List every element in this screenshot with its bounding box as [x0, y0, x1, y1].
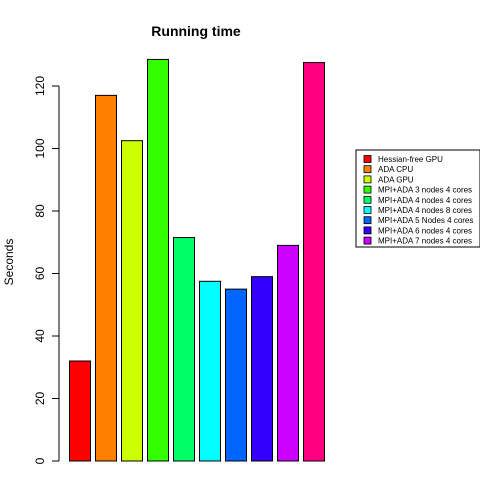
- bar: [199, 280, 221, 462]
- chart-title: Running time: [151, 23, 241, 39]
- bar: [121, 140, 143, 462]
- y-tick-label: 80: [33, 204, 47, 218]
- bar: [95, 94, 117, 462]
- legend-swatch: [363, 216, 372, 225]
- y-tick-label: 20: [33, 392, 47, 406]
- bar: [147, 58, 169, 462]
- legend-label: MPI+ADA 5 Nodes 4 cores: [378, 216, 473, 225]
- legend-swatch: [363, 155, 372, 163]
- y-tick-label: 0: [33, 457, 47, 464]
- bar: [303, 62, 325, 462]
- y-axis-label: Seconds: [2, 239, 16, 286]
- legend-swatch: [363, 195, 372, 204]
- y-axis: 0 20 40 60 80 100 120: [33, 76, 60, 464]
- legend-swatch: [363, 226, 372, 235]
- bars: [69, 58, 325, 462]
- bar: [225, 288, 247, 462]
- y-tick-label: 120: [33, 76, 47, 96]
- legend-label: MPI+ADA 3 nodes 4 cores: [378, 186, 472, 195]
- legend-swatch: [363, 236, 372, 245]
- bar: [277, 244, 299, 462]
- legend-label: MPI+ADA 4 nodes 8 cores: [378, 206, 472, 215]
- legend-swatch: [363, 165, 372, 174]
- legend-box: [355, 149, 480, 248]
- legend-label: MPI+ADA 7 nodes 4 cores: [378, 237, 472, 246]
- legend-swatch: [363, 185, 372, 194]
- legend-label: ADA CPU: [378, 165, 413, 174]
- legend-swatch: [363, 206, 372, 214]
- y-tick-label: 60: [33, 267, 47, 281]
- bar: [251, 276, 273, 462]
- bar: [69, 360, 91, 462]
- legend-label: ADA GPU: [378, 175, 414, 184]
- y-tick-label: 100: [33, 138, 47, 158]
- legend-label: MPI+ADA 6 nodes 4 cores: [378, 226, 472, 235]
- legend-label: MPI+ADA 4 nodes 4 cores: [378, 196, 472, 205]
- legend-label: Hessian-free GPU: [378, 155, 443, 164]
- bar: [173, 237, 195, 462]
- legend-swatch: [363, 175, 372, 184]
- y-tick-label: 40: [33, 329, 47, 343]
